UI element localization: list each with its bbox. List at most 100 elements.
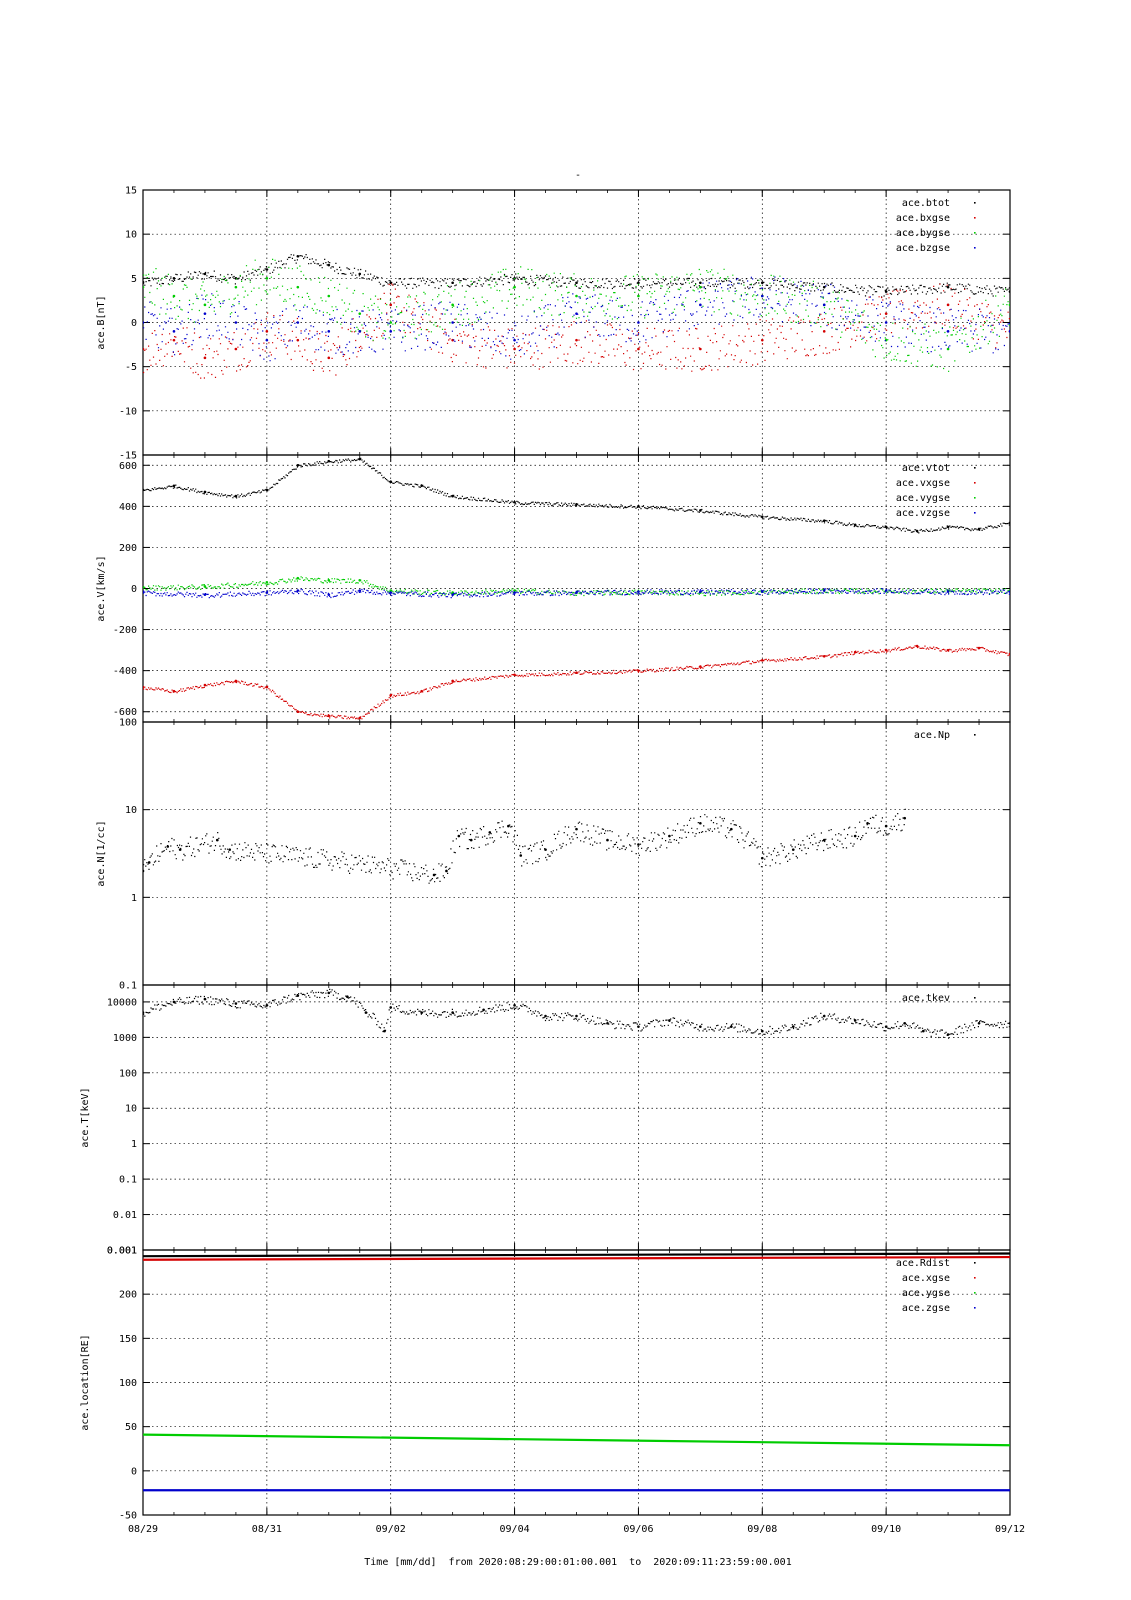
data-point bbox=[327, 263, 331, 267]
y-tick-label: -600 bbox=[113, 707, 137, 718]
legend-entry: ace.Np bbox=[914, 730, 950, 741]
series-ace-vxgse bbox=[143, 644, 1010, 720]
data-point bbox=[513, 347, 516, 351]
series-ace-Np bbox=[143, 808, 907, 884]
x-tick-label: 08/29 bbox=[128, 1524, 158, 1535]
x-axis-label: Time [mm/dd] from 2020:08:29:00:01:00.00… bbox=[364, 1557, 791, 1568]
data-point bbox=[420, 1011, 423, 1014]
data-point bbox=[822, 838, 826, 842]
data-point bbox=[946, 347, 950, 351]
legend-entry: ace.btot bbox=[902, 198, 950, 209]
legend: ace.tkev bbox=[902, 993, 976, 1004]
data-point bbox=[451, 321, 454, 324]
data-point bbox=[389, 330, 393, 333]
data-point bbox=[853, 834, 857, 838]
data-point bbox=[389, 303, 393, 307]
data-point bbox=[699, 303, 702, 307]
series-ace-bzgse bbox=[143, 276, 1010, 362]
series-ace-xgse bbox=[143, 1255, 1010, 1261]
panel-4: 10000 1000 100 10 1 0.1 0.01 0.001 ace.T[keV] ace… bbox=[80, 984, 1011, 1257]
data-point bbox=[668, 834, 671, 838]
data-point bbox=[234, 1002, 238, 1005]
data-point bbox=[203, 356, 207, 360]
series-ace-ygse bbox=[143, 1433, 1010, 1447]
data-point bbox=[606, 838, 609, 842]
data-point bbox=[903, 816, 907, 820]
data-point bbox=[575, 281, 578, 285]
y-tick-label: 100 bbox=[119, 1378, 137, 1389]
legend-marker bbox=[974, 467, 976, 469]
series-line bbox=[143, 1255, 1010, 1261]
series-ace-vtot bbox=[143, 457, 1010, 534]
y-tick-label: -200 bbox=[113, 625, 137, 636]
data-point bbox=[143, 347, 145, 351]
legend-entry: ace.vygse bbox=[896, 493, 950, 504]
data-point bbox=[327, 330, 331, 333]
legend-marker bbox=[974, 232, 976, 234]
legend-marker bbox=[974, 202, 976, 204]
series-ace-tkev bbox=[143, 988, 1010, 1039]
data-point bbox=[977, 1021, 981, 1025]
data-point bbox=[730, 827, 733, 831]
data-point bbox=[327, 991, 331, 995]
y-tick-label: 0 bbox=[131, 1466, 137, 1477]
data-point bbox=[760, 281, 764, 285]
y-tick-label: 1 bbox=[131, 1139, 137, 1150]
x-tick-label: 09/02 bbox=[376, 1524, 406, 1535]
scatter-cloud bbox=[143, 283, 1010, 379]
y-tick-label: 100 bbox=[119, 1068, 137, 1079]
y-tick-label: 0.1 bbox=[119, 981, 137, 992]
data-point bbox=[432, 873, 436, 877]
y-axis-label: ace.T[keV] bbox=[80, 1087, 91, 1147]
series-ace-bygse bbox=[143, 258, 1010, 372]
legend-marker bbox=[974, 734, 976, 736]
data-point bbox=[946, 330, 950, 333]
chart-title: - bbox=[575, 170, 581, 181]
legend-entry: ace.vtot bbox=[902, 463, 950, 474]
data-point bbox=[172, 330, 176, 333]
legend-marker bbox=[974, 1277, 976, 1279]
legend: ace.btot ace.bxgse ace.bygse ace.bzgse bbox=[896, 198, 976, 254]
legend: ace.Np bbox=[914, 730, 976, 741]
data-point bbox=[760, 294, 764, 298]
y-tick-label: 0.001 bbox=[107, 1246, 137, 1257]
data-point bbox=[822, 303, 826, 307]
panels: 151050-5-10-15ace.B[nT]ace.btotace.bxgse… bbox=[80, 186, 1011, 1522]
data-point bbox=[346, 995, 349, 999]
data-point bbox=[822, 330, 826, 333]
data-point bbox=[822, 285, 826, 289]
data-point bbox=[822, 589, 826, 592]
y-tick-label: 0 bbox=[131, 318, 137, 329]
legend-entry: ace.ygse bbox=[902, 1288, 950, 1299]
data-point bbox=[637, 347, 640, 351]
x-tick-label: 09/04 bbox=[500, 1524, 530, 1535]
plot-area bbox=[143, 254, 1010, 379]
data-point bbox=[699, 285, 702, 289]
data-point bbox=[358, 330, 362, 333]
y-tick-label: 10000 bbox=[107, 997, 137, 1008]
data-point bbox=[575, 827, 578, 831]
legend-entry: ace.Rdist bbox=[896, 1258, 950, 1269]
data-point bbox=[358, 589, 362, 592]
y-tick-label: 0.1 bbox=[119, 1175, 137, 1186]
legend-marker bbox=[974, 482, 976, 484]
y-tick-label: 600 bbox=[119, 461, 137, 472]
scatter-cloud bbox=[143, 645, 1010, 720]
data-point bbox=[143, 869, 145, 873]
legend-entry: ace.tkev bbox=[902, 993, 950, 1004]
plot-area bbox=[143, 1252, 1010, 1492]
y-tick-label: 0.01 bbox=[113, 1210, 137, 1221]
x-tick-label: 09/12 bbox=[995, 1524, 1025, 1535]
data-point bbox=[296, 589, 300, 592]
x-tick-label: 09/10 bbox=[871, 1524, 901, 1535]
data-point bbox=[946, 285, 950, 289]
y-tick-label: 200 bbox=[119, 543, 137, 554]
data-point bbox=[1008, 303, 1010, 307]
legend: ace.Rdist ace.xgse ace.ygse ace.zgse bbox=[896, 1258, 976, 1314]
series-ace-bxgse bbox=[143, 283, 1010, 379]
y-tick-label: 15 bbox=[125, 186, 137, 197]
legend-entry: ace.vxgse bbox=[896, 478, 950, 489]
data-point bbox=[265, 277, 269, 280]
legend-entry: ace.bzgse bbox=[896, 243, 950, 254]
